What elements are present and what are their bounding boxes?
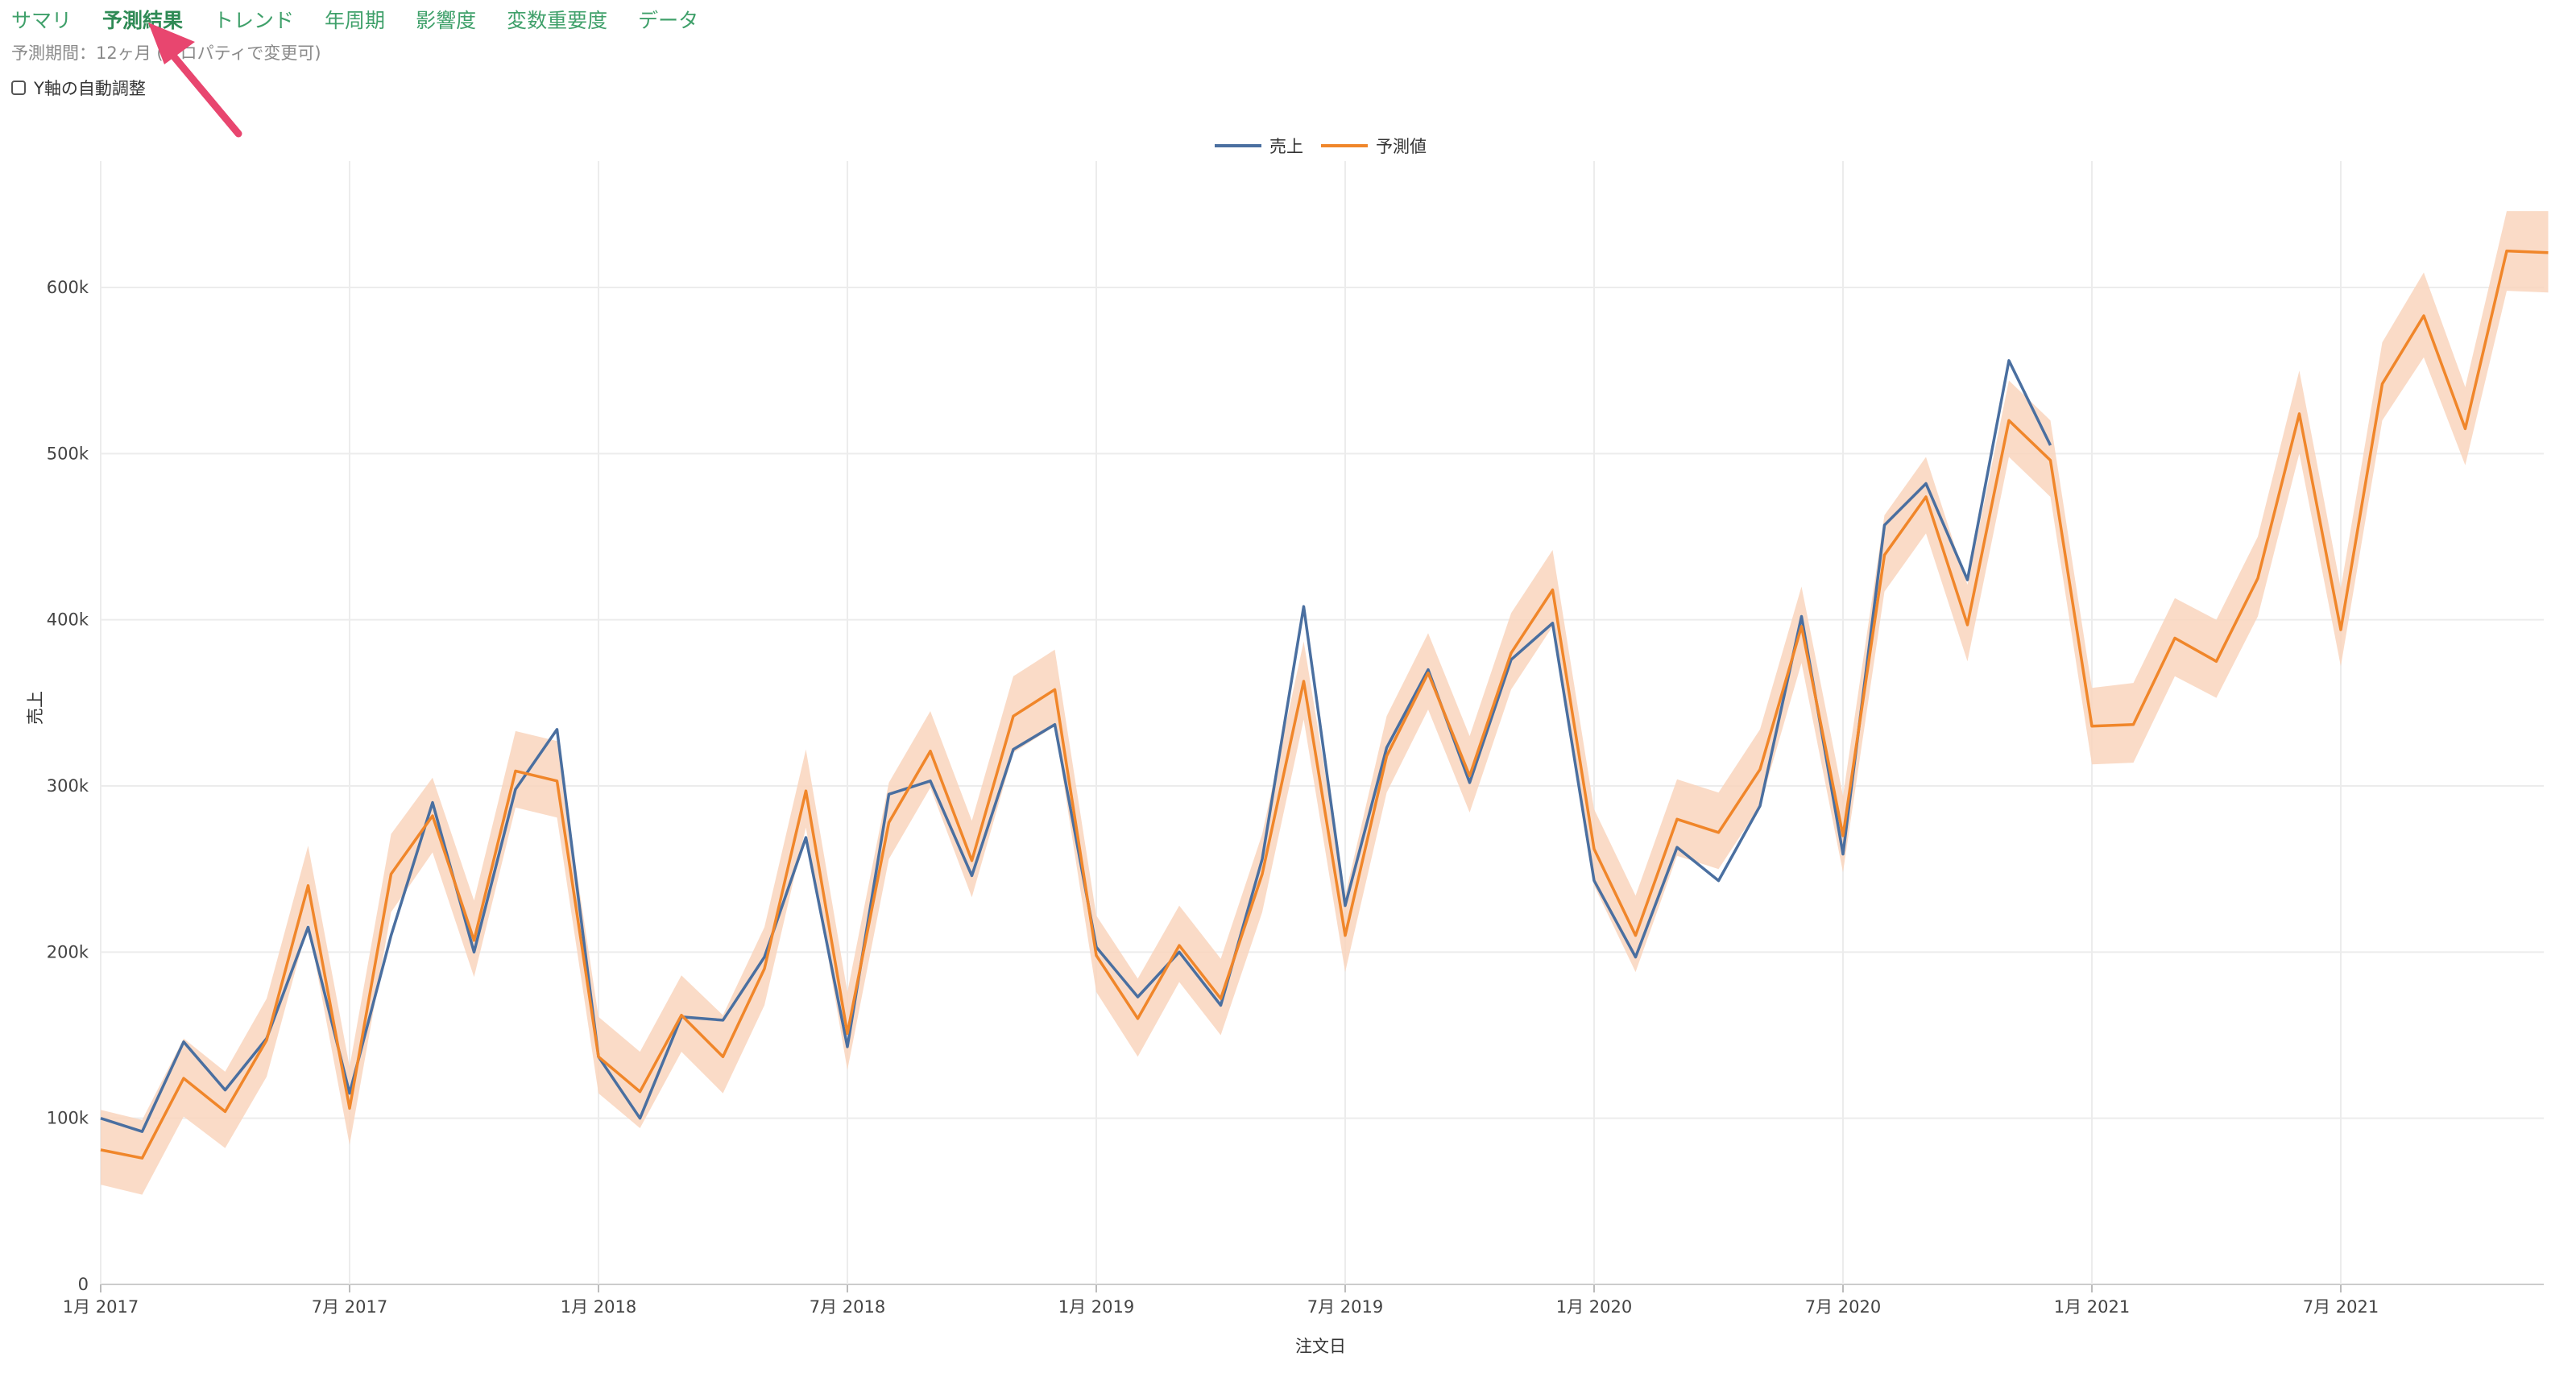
annotation-arrow-icon <box>148 23 242 138</box>
tab-summary[interactable]: サマリ <box>11 9 72 32</box>
forecast-confidence-band <box>101 211 2549 1195</box>
legend-item-forecast[interactable]: 予測値 <box>1321 134 1427 158</box>
x-tick-label: 1月 2019 <box>1058 1297 1134 1317</box>
x-tick-label: 1月 2020 <box>1556 1297 1632 1317</box>
x-tick-label: 7月 2017 <box>312 1297 387 1317</box>
chart-legend: 売上 予測値 <box>1215 134 1444 158</box>
x-tick-label: 7月 2021 <box>2303 1297 2379 1317</box>
tab-variable-importance[interactable]: 変数重要度 <box>507 9 608 32</box>
x-tick-label: 7月 2018 <box>810 1297 885 1317</box>
y-tick-label: 400k <box>47 610 89 630</box>
tab-data[interactable]: データ <box>638 9 699 32</box>
y-tick-label: 0 <box>78 1275 89 1294</box>
legend-label-actual: 売上 <box>1269 137 1303 156</box>
legend-swatch-actual <box>1215 144 1261 147</box>
x-tick-label: 1月 2018 <box>561 1297 636 1317</box>
tab-trend[interactable]: トレンド <box>213 9 295 32</box>
y-tick-label: 600k <box>47 278 89 297</box>
tab-influence[interactable]: 影響度 <box>416 9 477 32</box>
y-tick-label: 500k <box>47 444 89 463</box>
x-tick-label: 7月 2019 <box>1307 1297 1383 1317</box>
autoscale-checkbox[interactable] <box>11 81 26 95</box>
x-tick-label: 1月 2021 <box>2054 1297 2130 1317</box>
tab-bar: サマリ 予測結果 トレンド 年周期 影響度 変数重要度 データ <box>11 6 729 35</box>
autoscale-label: Y軸の自動調整 <box>34 79 146 98</box>
tab-forecast-results[interactable]: 予測結果 <box>102 9 184 32</box>
legend-label-forecast: 予測値 <box>1376 137 1427 156</box>
y-tick-label: 100k <box>47 1109 89 1128</box>
series-line-forecast <box>100 249 2549 1160</box>
y-tick-label: 300k <box>47 776 89 796</box>
x-axis-title: 注文日 <box>1295 1337 1346 1356</box>
tab-yearly-cycle[interactable]: 年周期 <box>325 9 386 32</box>
x-tick-label: 1月 2017 <box>63 1297 139 1317</box>
x-tick-label: 7月 2020 <box>1805 1297 1881 1317</box>
y-axis-autoscale-toggle[interactable]: Y軸の自動調整 <box>11 76 146 100</box>
y-tick-label: 200k <box>47 942 89 961</box>
legend-swatch-forecast <box>1321 144 1368 147</box>
legend-item-actual[interactable]: 売上 <box>1215 134 1303 158</box>
